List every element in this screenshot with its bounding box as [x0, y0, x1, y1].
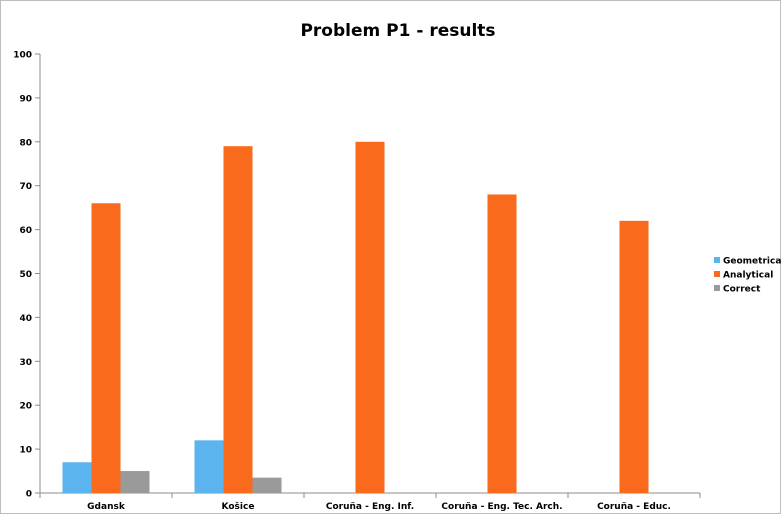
y-tick-label: 0 — [26, 490, 32, 500]
legend-swatch-correct — [714, 285, 720, 291]
bar-geometrical-0 — [62, 462, 92, 493]
chart-title: Problem P1 - results — [300, 21, 495, 41]
legend-swatch-geometrical — [714, 257, 720, 263]
x-tick-label: Coruña - Eng. Tec. Arch. — [441, 502, 562, 512]
bar-geometrical-1 — [194, 440, 224, 493]
bar-correct-1 — [252, 477, 282, 493]
legend-label-analytical: Analytical — [723, 271, 773, 281]
y-axis: 0 10 20 30 40 50 60 70 80 90 100 — [13, 51, 41, 500]
legend-label-correct: Correct — [723, 285, 761, 295]
x-tick-label: Košice — [222, 501, 255, 512]
bar-analytical-1 — [223, 146, 253, 493]
bars — [62, 141, 649, 494]
bar-analytical-2 — [355, 141, 385, 494]
y-tick-label: 90 — [19, 94, 32, 104]
y-tick-label: 70 — [19, 182, 32, 192]
y-tick-label: 80 — [19, 138, 32, 148]
y-tick-label: 100 — [13, 51, 32, 61]
bar-analytical-3 — [487, 194, 517, 494]
legend: Geometrical Analytical Correct — [714, 257, 781, 295]
x-tick-label: Coruña - Educ. — [597, 502, 671, 512]
y-tick-label: 30 — [19, 358, 32, 368]
y-tick-label: 60 — [19, 226, 32, 236]
y-tick-label: 20 — [19, 402, 32, 412]
y-tick-label: 10 — [19, 446, 32, 456]
legend-swatch-analytical — [714, 271, 720, 277]
bar-analytical-4 — [619, 220, 649, 493]
legend-label-geometrical: Geometrical — [723, 257, 781, 267]
bar-correct-0 — [120, 471, 150, 493]
x-tick-label: Gdansk — [87, 502, 126, 512]
y-tick-label: 50 — [19, 270, 32, 280]
bar-analytical-0 — [91, 203, 121, 493]
x-tick-label: Coruña - Eng. Inf. — [326, 502, 414, 512]
y-tick-label: 40 — [19, 314, 32, 324]
